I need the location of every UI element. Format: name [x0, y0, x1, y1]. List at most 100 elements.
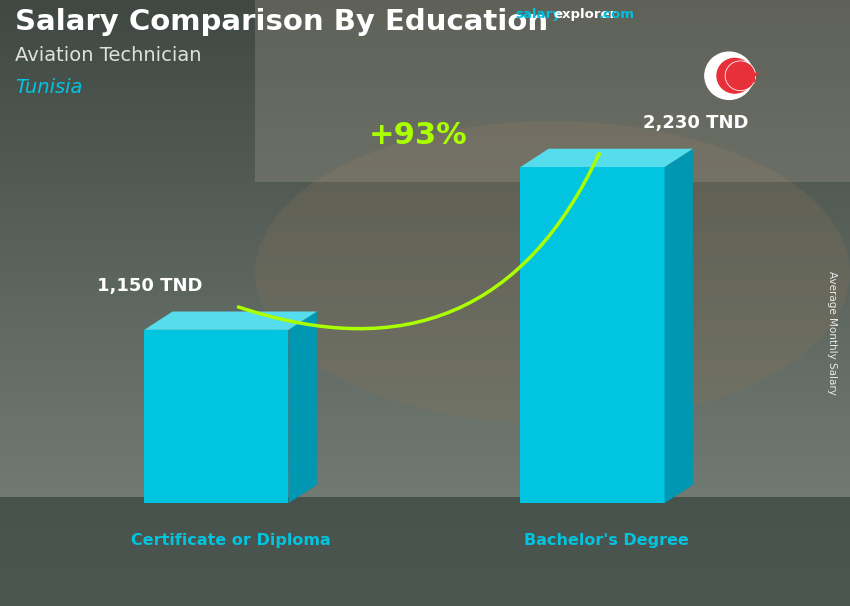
Bar — [0, 52, 850, 55]
Bar — [0, 433, 850, 436]
Bar — [0, 136, 850, 139]
Bar — [0, 103, 850, 106]
Bar — [0, 185, 850, 188]
Bar — [0, 430, 850, 433]
Bar — [0, 6, 850, 9]
Bar — [0, 588, 850, 591]
Bar — [0, 418, 850, 421]
Bar — [0, 427, 850, 430]
Bar — [0, 206, 850, 209]
Bar — [0, 385, 850, 388]
Bar — [0, 382, 850, 385]
Bar — [0, 500, 850, 503]
Text: explorer: explorer — [554, 8, 617, 21]
Bar — [0, 145, 850, 148]
Bar — [0, 70, 850, 73]
Bar — [0, 197, 850, 200]
Bar — [0, 424, 850, 427]
Bar — [0, 336, 850, 339]
Bar — [0, 3, 850, 6]
Bar — [0, 339, 850, 342]
Bar — [0, 594, 850, 597]
Bar — [0, 45, 850, 48]
Bar — [0, 94, 850, 97]
Bar — [0, 88, 850, 91]
Bar — [0, 285, 850, 288]
Bar — [0, 467, 850, 470]
Bar — [0, 255, 850, 258]
Bar — [0, 182, 850, 185]
Bar — [0, 497, 850, 500]
Polygon shape — [288, 311, 317, 503]
Bar — [0, 370, 850, 373]
Bar — [0, 133, 850, 136]
Bar — [0, 312, 850, 315]
Bar — [0, 361, 850, 364]
Bar — [0, 224, 850, 227]
FancyArrowPatch shape — [238, 154, 599, 328]
Bar — [0, 97, 850, 100]
Bar — [0, 139, 850, 142]
Bar — [0, 194, 850, 197]
Bar — [0, 18, 850, 21]
Bar — [0, 482, 850, 485]
Bar — [0, 561, 850, 564]
Bar — [0, 15, 850, 18]
Bar — [255, 0, 850, 182]
Bar — [0, 318, 850, 321]
Bar — [0, 406, 850, 409]
Text: Aviation Technician: Aviation Technician — [15, 46, 202, 65]
Polygon shape — [520, 148, 693, 167]
Text: Tunisia: Tunisia — [15, 78, 83, 98]
Bar — [0, 164, 850, 167]
Bar — [0, 212, 850, 215]
Bar — [0, 27, 850, 30]
Text: Salary Comparison By Education: Salary Comparison By Education — [15, 8, 548, 36]
Bar — [0, 533, 850, 536]
Bar — [0, 264, 850, 267]
Bar — [0, 491, 850, 494]
Bar — [0, 315, 850, 318]
Bar — [0, 142, 850, 145]
Bar — [0, 421, 850, 424]
Bar — [0, 367, 850, 370]
Bar — [0, 327, 850, 330]
Bar — [0, 600, 850, 603]
Bar — [0, 282, 850, 285]
Bar — [0, 112, 850, 115]
Bar — [0, 494, 850, 497]
Bar — [0, 55, 850, 58]
Bar — [0, 109, 850, 112]
Bar — [0, 167, 850, 170]
Bar — [0, 288, 850, 291]
Bar — [0, 545, 850, 548]
Bar — [0, 412, 850, 415]
Bar — [0, 242, 850, 245]
Bar — [0, 355, 850, 358]
Bar — [0, 155, 850, 158]
Bar — [0, 48, 850, 52]
Bar — [0, 258, 850, 261]
Bar — [0, 476, 850, 479]
Polygon shape — [744, 68, 758, 82]
Bar — [0, 36, 850, 39]
Bar — [0, 527, 850, 530]
Bar — [0, 0, 850, 3]
Text: salary: salary — [515, 8, 561, 21]
Bar — [0, 503, 850, 506]
Bar — [0, 397, 850, 400]
Bar — [0, 233, 850, 236]
Bar — [0, 388, 850, 391]
Bar — [0, 115, 850, 118]
Bar — [0, 85, 850, 88]
Bar — [0, 585, 850, 588]
Bar — [0, 333, 850, 336]
Bar — [0, 497, 850, 606]
Bar — [0, 458, 850, 461]
Circle shape — [717, 58, 752, 93]
Bar — [0, 515, 850, 518]
Bar — [0, 58, 850, 61]
Bar — [0, 597, 850, 600]
Bar — [0, 439, 850, 442]
Polygon shape — [665, 148, 693, 503]
